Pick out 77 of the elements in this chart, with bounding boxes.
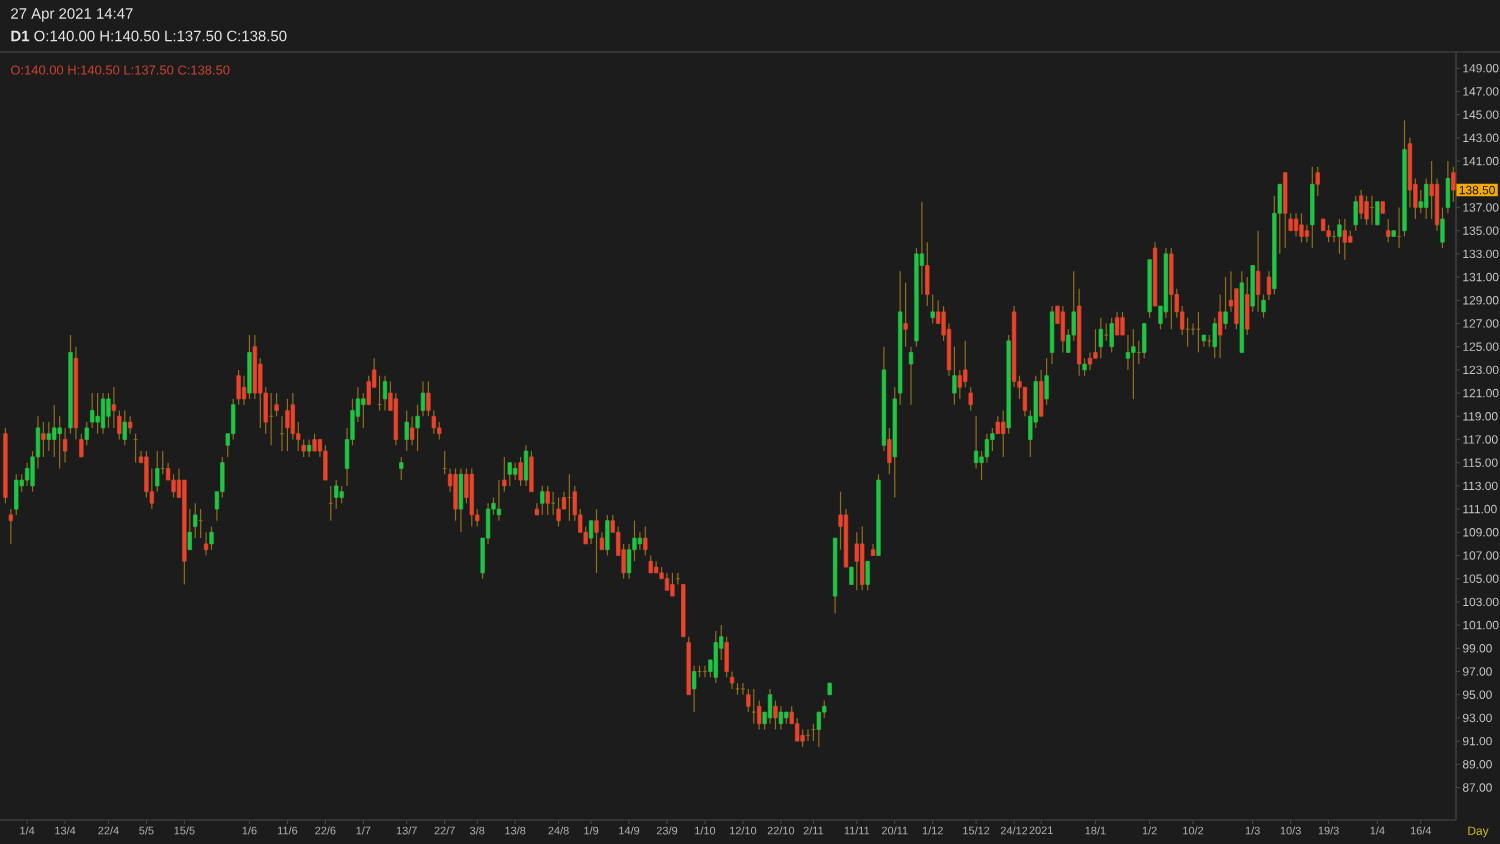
candlestick: [399, 456, 404, 481]
candlestick: [778, 705, 784, 731]
candlestick: [41, 421, 46, 458]
candlestick: [523, 444, 529, 487]
candlestick: [643, 525, 648, 557]
candlestick: [773, 699, 778, 731]
candlestick: [285, 398, 290, 452]
candlestick: [930, 293, 935, 325]
candlestick: [1044, 357, 1049, 406]
candlestick: [100, 392, 106, 435]
candlestick: [767, 688, 773, 725]
candlestick: [1386, 218, 1391, 243]
candlestick: [908, 346, 914, 406]
candlestick: [404, 409, 409, 452]
candlestick: [361, 392, 366, 429]
candlestick: [496, 479, 502, 522]
candlestick: [469, 467, 474, 528]
candlestick: [1109, 317, 1114, 354]
candlestick: [95, 392, 100, 435]
candlestick: [729, 670, 735, 690]
candlestick: [529, 450, 534, 493]
candlestick: [1299, 212, 1304, 243]
candlestick: [605, 514, 610, 557]
candlestick: [1337, 218, 1342, 255]
candlestick: [1060, 305, 1066, 354]
candlestick: [968, 386, 973, 412]
candlestick: [1342, 218, 1347, 261]
candlestick: [795, 717, 800, 742]
candlestick: [247, 334, 252, 400]
candlestick: [1255, 230, 1261, 313]
candlestick: [1293, 212, 1299, 238]
candlestick: [1087, 351, 1093, 371]
candlestick: [382, 375, 388, 412]
candlestick: [691, 665, 697, 713]
candlestick: [860, 525, 865, 591]
candlestick: [106, 392, 111, 429]
candlestick: [1310, 166, 1315, 249]
candlestick: [306, 438, 312, 458]
candlestick: [203, 531, 209, 557]
candlestick: [171, 473, 176, 499]
candlestick: [128, 415, 133, 435]
candlestick: [545, 485, 550, 516]
candlestick: [1418, 189, 1423, 214]
candlestick: [556, 496, 561, 528]
candlestick: [1131, 328, 1136, 400]
candlestick: [1375, 201, 1380, 226]
candlestick: [1429, 160, 1434, 220]
candlestick: [46, 421, 51, 452]
candlestick: [1049, 305, 1055, 365]
candlestick: [507, 462, 512, 487]
candlestick: [24, 462, 30, 487]
candlestick: [637, 531, 643, 551]
candlestick: [57, 415, 62, 470]
candlestick: [1098, 317, 1103, 359]
candlestick: [1245, 276, 1250, 336]
candlestick: [1142, 322, 1147, 359]
candlestick: [323, 444, 328, 481]
candlestick: [594, 508, 599, 574]
candlestick: [1169, 247, 1174, 330]
candlestick: [540, 485, 545, 516]
candlestick: [1283, 172, 1288, 249]
candlestick: [751, 688, 756, 725]
candlestick: [518, 456, 523, 487]
candlestick: [122, 409, 127, 446]
candlestick: [903, 282, 908, 348]
candlestick: [1353, 195, 1358, 232]
candlestick: [458, 467, 464, 533]
candlestick: [187, 508, 192, 551]
candlestick: [865, 560, 870, 591]
candlestick: [453, 467, 458, 522]
candlestick: [713, 630, 718, 684]
candlestick: [670, 572, 675, 597]
candlestick: [209, 525, 214, 551]
candlestick: [1223, 276, 1228, 330]
candlestick: [854, 531, 859, 591]
candlestick: [1364, 195, 1369, 226]
candlestick: [393, 392, 399, 446]
